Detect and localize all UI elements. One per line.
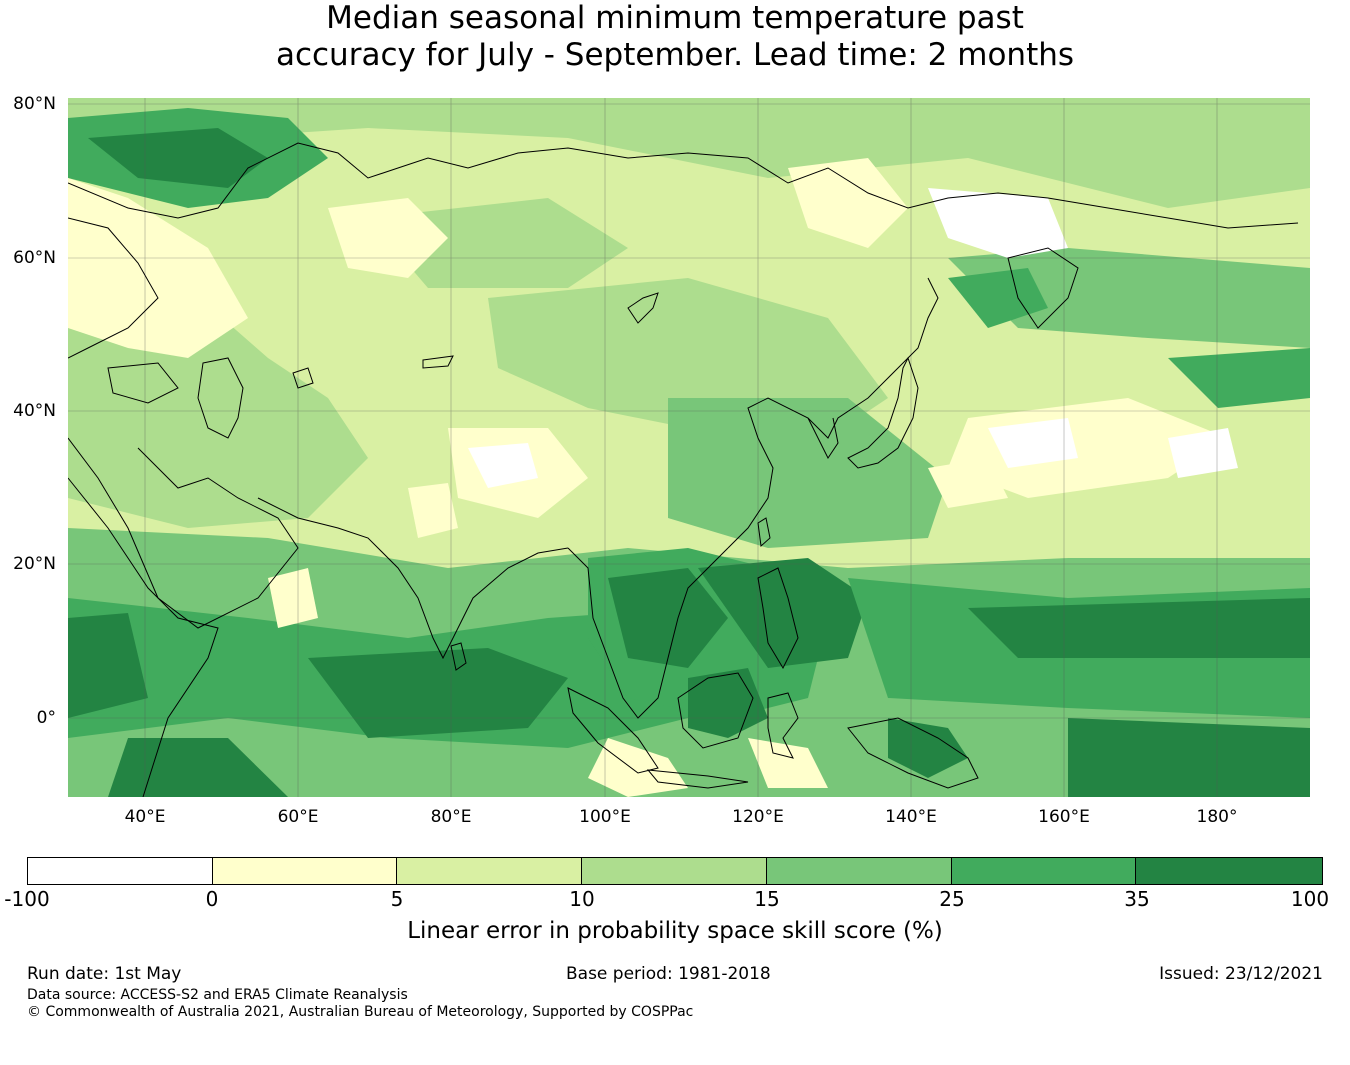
colorbar-tick-8: 100	[1290, 887, 1330, 911]
base-period: Base period: 1981-2018	[566, 964, 771, 984]
colorbar-tick-4: 10	[569, 887, 595, 911]
colorbar-tick-2: 0	[205, 887, 219, 911]
chart-title: Median seasonal minimum temperature past…	[0, 0, 1350, 74]
lon-label-140e: 140°E	[885, 807, 937, 827]
lat-label-0: 0°	[36, 708, 56, 728]
colorbar-segment-4	[582, 858, 767, 884]
lon-label-160e: 160°E	[1038, 807, 1090, 827]
colorbar-segment-3	[397, 858, 583, 884]
title-line-2: accuracy for July - September. Lead time…	[275, 37, 1075, 73]
colorbar-tick-7: 35	[1124, 887, 1150, 911]
skill-score-map	[68, 98, 1310, 797]
data-source: Data source: ACCESS-S2 and ERA5 Climate …	[27, 987, 408, 1003]
lat-label-40n: 40°N	[13, 401, 56, 421]
lon-label-120e: 120°E	[732, 807, 784, 827]
colorbar-tick-6: 25	[939, 887, 965, 911]
lon-label-60e: 60°E	[277, 807, 319, 827]
map-canvas	[68, 98, 1310, 797]
colorbar-tick-3: 5	[390, 887, 404, 911]
colorbar-segment-2	[212, 858, 398, 884]
colorbar-label: Linear error in probability space skill …	[407, 918, 943, 944]
colorbar-segment-5	[766, 858, 952, 884]
colorbar-tick-1: -100	[4, 887, 50, 911]
lat-label-20n: 20°N	[13, 554, 56, 574]
lon-label-180: 180°	[1196, 807, 1238, 827]
copyright: © Commonwealth of Australia 2021, Austra…	[27, 1004, 694, 1020]
graticule	[68, 98, 1310, 797]
title-line-1: Median seasonal minimum temperature past	[326, 0, 1024, 36]
skill-fill-low	[68, 158, 1238, 797]
run-date: Run date: 1st May	[27, 964, 182, 984]
colorbar-segment-6	[951, 858, 1137, 884]
lon-label-40e: 40°E	[124, 807, 166, 827]
lat-label-60n: 60°N	[13, 248, 56, 268]
colorbar-segment-1	[28, 858, 213, 884]
issued-date: Issued: 23/12/2021	[1159, 964, 1323, 984]
lat-label-80n: 80°N	[13, 94, 56, 114]
colorbar-tick-5: 15	[754, 887, 780, 911]
colorbar-segment-7	[1136, 858, 1323, 884]
coastlines	[68, 142, 1299, 797]
skill-fill-high	[68, 108, 1310, 797]
lon-label-80e: 80°E	[430, 807, 472, 827]
colorbar	[27, 857, 1323, 885]
lon-label-100e: 100°E	[579, 807, 631, 827]
